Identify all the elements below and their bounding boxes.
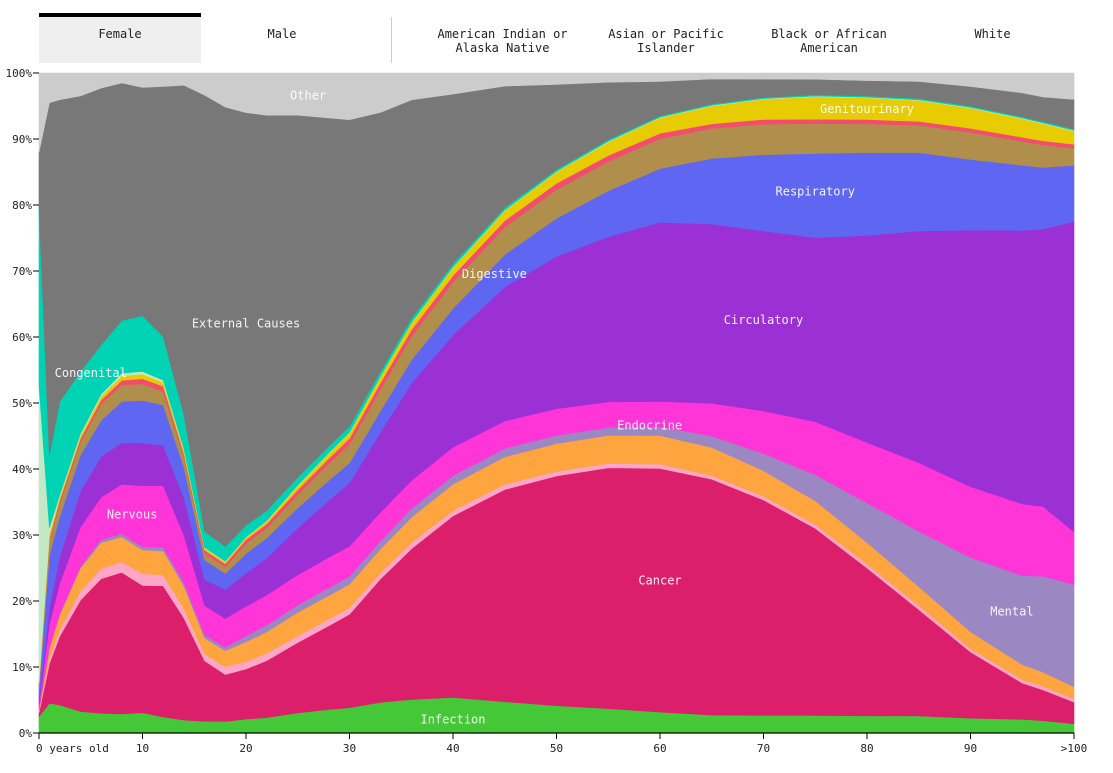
x-tick-label: >100 bbox=[1061, 742, 1088, 755]
label-endocrine: Endocrine bbox=[617, 419, 682, 433]
label-mental: Mental bbox=[990, 605, 1033, 619]
area-layers bbox=[38, 72, 1075, 734]
tab-female[interactable]: Female bbox=[39, 13, 201, 63]
label-respiratory: Respiratory bbox=[776, 184, 855, 198]
y-tick-label: 60% bbox=[12, 331, 32, 344]
y-tick-label: 100% bbox=[6, 67, 33, 80]
label-other: Other bbox=[290, 89, 326, 103]
y-tick-label: 10% bbox=[12, 661, 32, 674]
label-congenital: Congenital bbox=[55, 366, 127, 380]
y-tick-label: 90% bbox=[12, 133, 32, 146]
label-infection: Infection bbox=[420, 712, 485, 726]
x-tick-label: 80 bbox=[860, 742, 873, 755]
y-tick-label: 20% bbox=[12, 595, 32, 608]
y-axis: 0% 10% 20% 30% 40% 50% 60% 70% 80% 90% 100% bbox=[6, 67, 39, 740]
tab-black-african-american[interactable]: Black or African American bbox=[771, 27, 887, 55]
filter-tabs: Female Male American Indian or Alaska Na… bbox=[39, 13, 1074, 63]
x-tick-label: 40 bbox=[446, 742, 459, 755]
x-axis: 0 years old 10 20 30 40 50 60 70 80 90 >100 bbox=[36, 732, 1088, 755]
y-tick-label: 40% bbox=[12, 463, 32, 476]
x-tick-label: 30 bbox=[343, 742, 356, 755]
tab-white[interactable]: White bbox=[974, 27, 1011, 41]
tab-divider bbox=[391, 17, 392, 63]
label-external-causes: External Causes bbox=[192, 316, 300, 330]
x-tick-label: 20 bbox=[239, 742, 252, 755]
area-other[interactable] bbox=[38, 72, 1075, 153]
label-nervous: Nervous bbox=[107, 508, 158, 522]
label-genitourinary: Genitourinary bbox=[820, 102, 914, 116]
tab-asian-pacific-islander[interactable]: Asian or Pacific Islander bbox=[608, 27, 724, 55]
label-digestive: Digestive bbox=[462, 267, 527, 281]
y-tick-label: 80% bbox=[12, 199, 32, 212]
area-labels: Other External Causes Congenital Nervous Dig… bbox=[55, 89, 1034, 727]
x-tick-label: 0 years old bbox=[36, 742, 109, 755]
x-tick-label: 90 bbox=[964, 742, 977, 755]
tab-male[interactable]: Male bbox=[267, 27, 297, 41]
y-tick-label: 50% bbox=[12, 397, 32, 410]
tab-american-indian-alaska-native[interactable]: American Indian or Alaska Native bbox=[437, 27, 568, 55]
y-tick-label: 0% bbox=[19, 727, 33, 740]
y-tick-label: 30% bbox=[12, 529, 32, 542]
x-tick-label: 50 bbox=[550, 742, 563, 755]
label-circulatory: Circulatory bbox=[724, 313, 803, 327]
label-cancer: Cancer bbox=[638, 574, 681, 588]
x-tick-label: 60 bbox=[653, 742, 666, 755]
x-tick-label: 10 bbox=[136, 742, 149, 755]
x-tick-label: 70 bbox=[757, 742, 770, 755]
y-tick-label: 70% bbox=[12, 265, 32, 278]
